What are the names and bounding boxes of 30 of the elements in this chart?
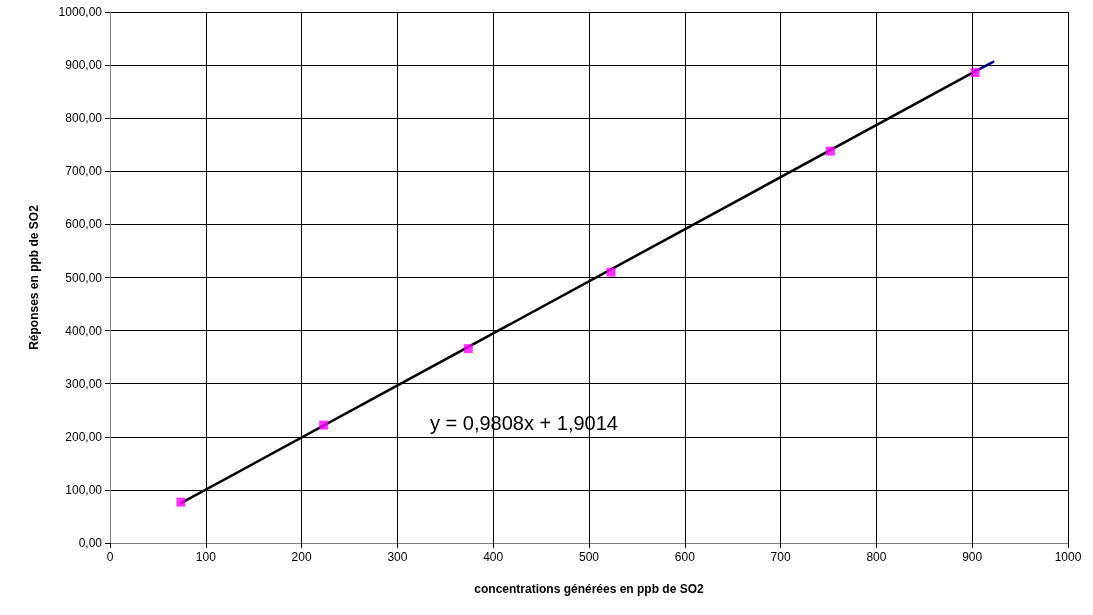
x-tick-label: 400 — [483, 550, 504, 564]
x-tick-label: 900 — [962, 550, 983, 564]
y-tick-label: 300,00 — [65, 376, 103, 391]
y-tick-label: 900,00 — [65, 58, 103, 73]
y-tick-label: 600,00 — [65, 217, 103, 232]
point — [176, 497, 186, 507]
point — [463, 344, 473, 354]
point — [606, 267, 616, 277]
x-tick-label: 800 — [866, 550, 887, 564]
x-tick-label: 0 — [106, 550, 114, 564]
y-tick-label: 200,00 — [65, 429, 103, 444]
y-tick-label: 700,00 — [65, 164, 103, 179]
x-tick-label: 200 — [291, 550, 312, 564]
point — [825, 146, 835, 156]
x-axis-title: concentrations générées en ppb de SO2 — [474, 582, 705, 596]
point — [970, 68, 980, 78]
x-tick-label: 300 — [387, 550, 408, 564]
y-tick-label: 400,00 — [65, 323, 103, 338]
y-tick-label: 800,00 — [65, 111, 103, 126]
y-tick-label: 1000,00 — [58, 5, 103, 19]
x-tick-label: 500 — [578, 550, 600, 564]
y-axis-title: Réponses en ppb de SO2 — [27, 204, 41, 350]
y-tick-label: 0,00 — [78, 536, 103, 550]
y-tick-label: 500,00 — [65, 270, 103, 285]
x-tick-label: 700 — [770, 550, 791, 564]
x-tick-label: 100 — [195, 550, 217, 564]
y-tick-label: 100,00 — [65, 482, 103, 497]
x-tick-label: 600 — [674, 550, 696, 564]
point — [319, 420, 329, 430]
x-tick-label: 1000 — [1054, 550, 1082, 564]
